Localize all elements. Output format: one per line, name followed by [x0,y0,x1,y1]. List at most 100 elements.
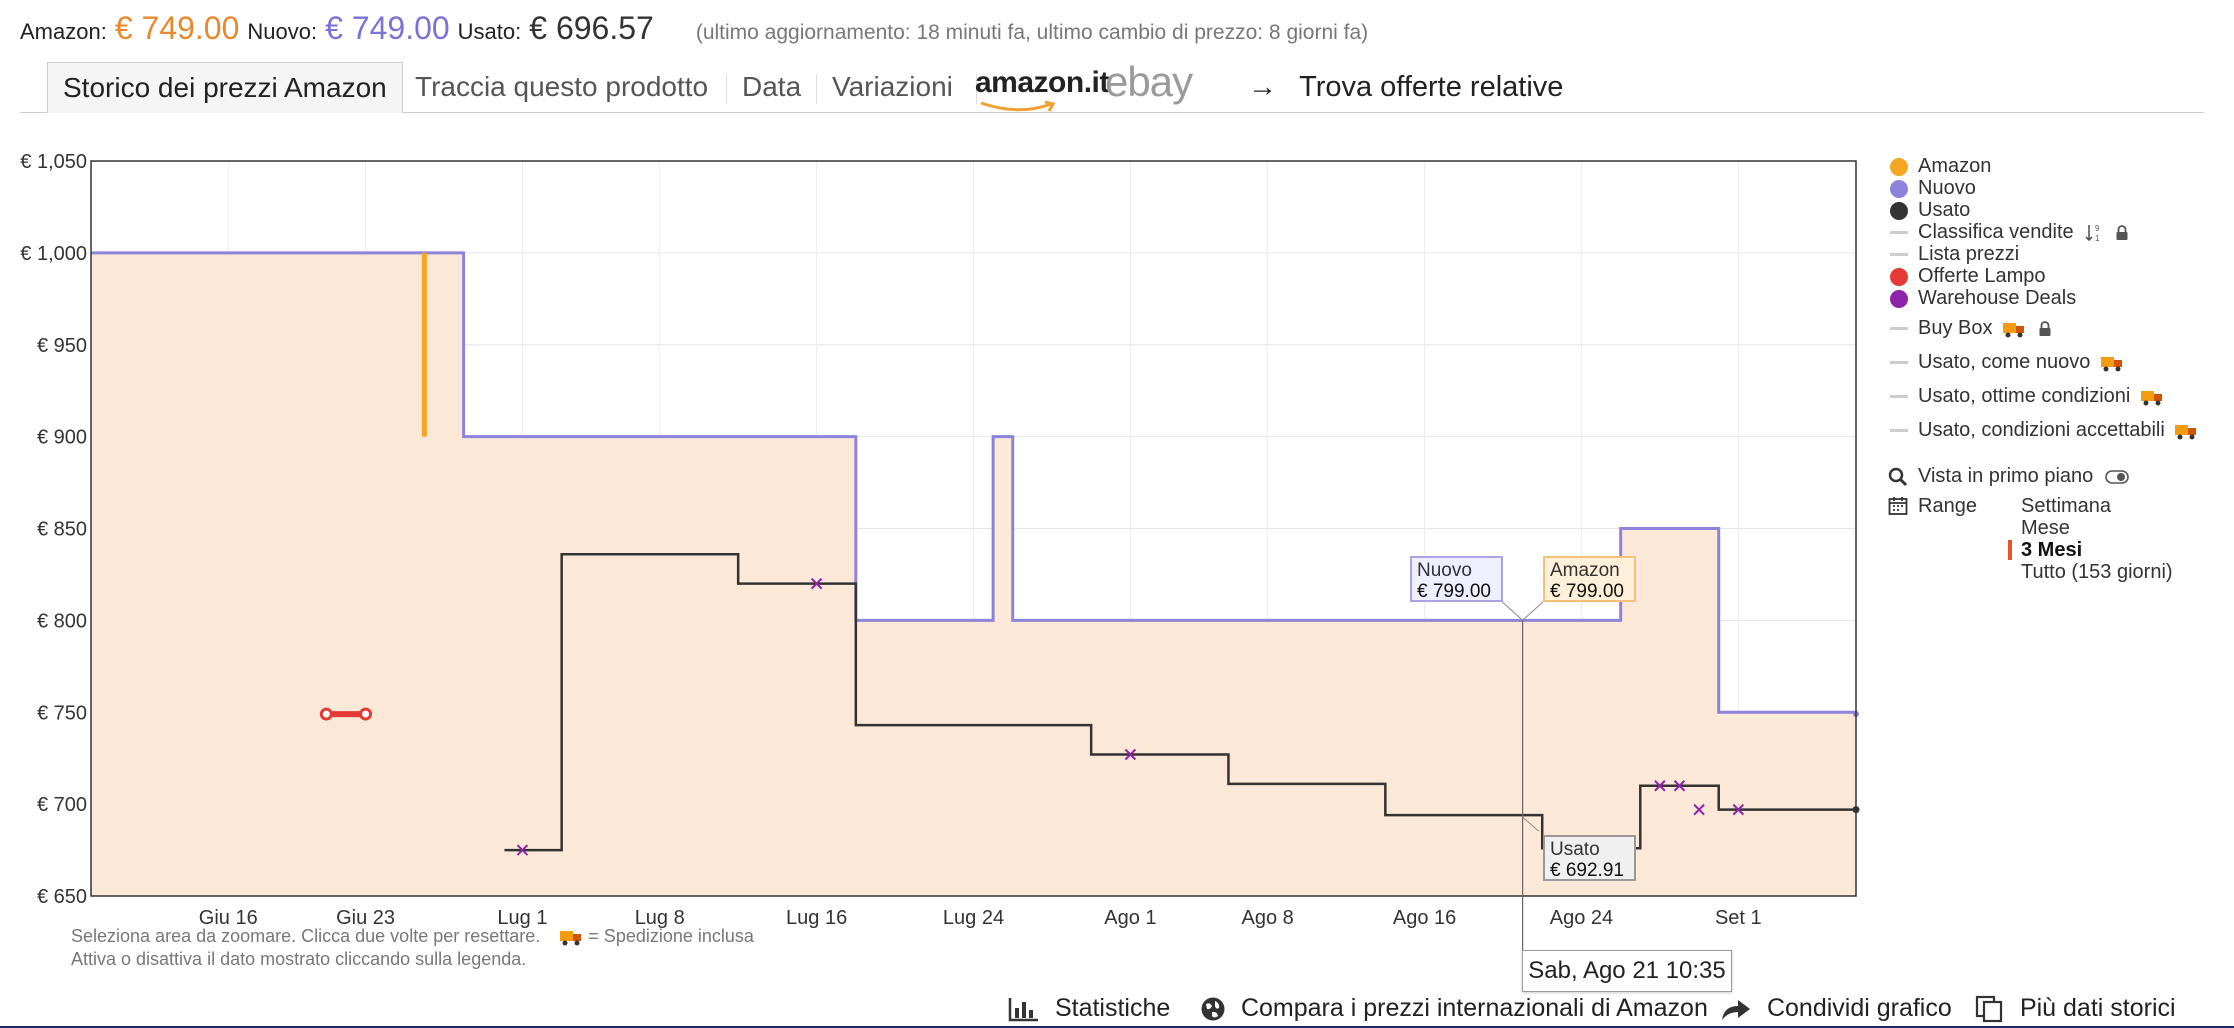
related-offers-link[interactable]: → Trova offerte relative [1248,62,1563,112]
y-tick-label: € 700 [37,794,87,816]
zoom-hint-text: Seleziona area da zoomare. Clicca due vo… [71,926,541,946]
x-tick-label: Ago 1 [1104,907,1156,929]
range-option-month[interactable]: Mese [2021,517,2070,539]
legend-dot-icon [1890,290,1908,308]
usato-price-label: Usato: [457,19,522,44]
amazon-price: € 749.00 [114,10,240,46]
tab-variations[interactable]: Variazioni [832,71,953,102]
usato-price: € 696.57 [529,10,654,46]
y-tick-label: € 750 [37,702,87,724]
more-history-link[interactable]: Più dati storici [1975,990,2176,1026]
nuovo-price: € 749.00 [325,10,450,46]
svg-text:1: 1 [2095,234,2100,243]
nuovo-area [91,252,1856,896]
legend-dash-icon [1890,253,1908,256]
tab-separator [816,74,817,104]
legend-dot-icon [1890,180,1908,198]
chart-area-fill [91,252,1856,896]
y-tick-label: € 800 [37,610,87,632]
chart-axes: € 650 € 700 € 750 € 800 € 850 € 900 € 950 € 1,0… [20,151,1857,929]
tooltip-amazon: Amazon € 799.00 [1543,556,1636,602]
share-icon [1722,1000,1750,1021]
warehouse-deal-marker [1693,803,1705,816]
warehouse-deal-marker [810,577,823,590]
ebay-logo[interactable]: ebay [1105,58,1193,105]
warehouse-deal-marker [1654,780,1666,792]
share-chart-link[interactable]: Condividi grafico [1720,990,1952,1026]
tooltip-amazon-value: € 799.00 [1550,581,1624,602]
price-summary: Amazon: € 749.00 Nuovo: € 749.00 Usato: … [20,10,1368,50]
x-tick-label: Ago 16 [1393,907,1456,929]
statistics-link[interactable]: Statistiche [1008,990,1170,1026]
legend-dash-icon [1890,429,1908,432]
compare-prices-label: Compara i prezzi internazionali di Amazo… [1240,994,1708,1022]
nuovo-line [91,251,1858,715]
tab-separator [726,74,727,104]
warehouse-deal-marker [1124,748,1137,761]
y-tick-label: € 950 [37,335,87,357]
hover-pointer-usato [1522,816,1539,832]
range-option-all[interactable]: Tutto (153 giorni) [2021,561,2173,583]
tab-bar: Storico dei prezzi Amazon Traccia questo… [20,62,2204,113]
chart-series [91,251,1860,852]
x-tick-label: Giu 23 [336,907,395,929]
x-tick-label: Lug 1 [497,907,547,929]
legend-dot-icon [1890,158,1908,176]
search-icon [1888,467,1908,487]
tooltip-nuovo: Nuovo € 799.00 [1410,556,1503,602]
bar-chart-icon [1008,998,1038,1022]
legend-label: Warehouse Deals [1918,287,2077,309]
legend-dash-icon [1890,361,1908,364]
warehouse-deal-marker [516,844,529,856]
truck-icon [2100,356,2122,372]
legend-label: Usato [1918,199,1971,221]
range-selected-indicator [2008,540,2012,560]
y-tick-label: € 900 [37,427,87,449]
amazon-logo-text: amazon.it [975,66,1109,99]
x-tick-label: Giu 16 [199,907,258,929]
lightning-deal-start [319,707,333,721]
x-tick-label: Lug 24 [943,907,1004,929]
compare-prices-link[interactable]: Compara i prezzi internazionali di Amazo… [1200,990,1708,1026]
legend-dash-icon [1890,231,1908,234]
legend-hint: Attiva o disattiva il dato mostrato clic… [71,949,527,969]
range-label: Range [1918,495,1977,517]
foreground-view-label: Vista in primo piano [1918,465,2094,487]
chart-markers [319,577,1745,856]
legend-label: Lista prezzi [1918,243,2020,265]
tooltip-nuovo-title: Nuovo [1417,560,1472,581]
tab-track-product[interactable]: Traccia questo prodotto [415,71,709,102]
hover-date-tooltip: Sab, Ago 21 10:35 [1522,950,1732,992]
zoom-hint: Seleziona area da zoomare. Clicca due vo… [71,926,754,947]
footer-divider [0,1026,2234,1028]
amazon-smile-icon [980,100,1056,112]
more-history-label: Più dati storici [2019,994,2176,1022]
usato-line [504,552,1856,852]
toggle-icon [2105,469,2129,484]
amazon-logo[interactable]: amazon.it [975,66,1109,112]
warehouse-deal-marker [1732,803,1745,816]
tab-price-history[interactable]: Storico dei prezzi Amazon [47,62,403,113]
legend-label: Buy Box [1918,317,1993,339]
shipping-hint-text: = Spedizione inclusa [588,926,754,946]
copy-icon [1975,996,2003,1023]
x-tick-label: Ago 8 [1242,907,1294,929]
tooltip-usato: Usato € 692.91 [1543,835,1636,881]
range-option-3-months[interactable]: 3 Mesi [2021,539,2083,561]
legend-label: Usato, come nuovo [1918,351,2091,373]
tab-data[interactable]: Data [742,71,802,102]
x-tick-label: Set 1 [1715,907,1762,929]
tooltip-amazon-title: Amazon [1550,560,1620,581]
price-history-chart[interactable]: € 650 € 700 € 750 € 800 € 850 € 900 € 950 € 1,0… [0,140,1880,950]
tooltip-usato-title: Usato [1550,839,1600,860]
truck-icon [2003,322,2025,338]
legend-label: Usato, condizioni accettabili [1918,419,2165,441]
globe-icon [1201,997,1225,1021]
legend-label: Amazon [1918,155,1992,177]
range-option-week[interactable]: Settimana [2021,495,2112,517]
lightning-deal-end [359,707,373,721]
y-tick-label: € 850 [37,519,87,541]
truck-icon [2140,390,2162,406]
legend-label: Offerte Lampo [1918,265,2046,287]
legend-dash-icon [1890,327,1908,330]
